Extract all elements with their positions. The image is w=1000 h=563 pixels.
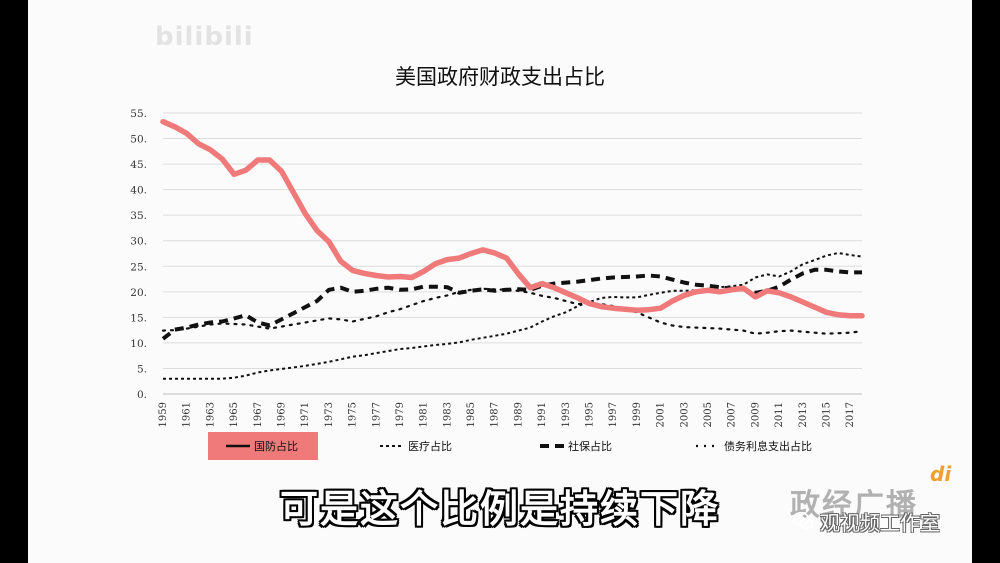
x-tick-label: 1993 xyxy=(561,402,572,427)
x-tick-label: 1971 xyxy=(300,402,311,427)
x-tick-label: 1989 xyxy=(513,402,524,427)
x-tick-label: 1997 xyxy=(608,402,619,427)
x-tick-label: 1979 xyxy=(395,402,406,427)
y-tick-label: 45. xyxy=(130,159,147,171)
x-tick-label: 1975 xyxy=(348,402,359,427)
channel-credit: 观视频工作室 xyxy=(792,506,940,536)
series-line-3 xyxy=(161,287,864,335)
x-tick-label: 1959 xyxy=(158,402,169,427)
x-tick-label: 1973 xyxy=(324,402,335,427)
x-tick-label: 1999 xyxy=(632,402,643,427)
y-tick-label: 15. xyxy=(130,312,147,324)
x-tick-label: 2013 xyxy=(798,402,809,427)
bilibili-watermark: bilibili xyxy=(155,22,254,52)
y-tick-label: 10. xyxy=(130,338,147,350)
x-tick-label: 2015 xyxy=(821,402,832,427)
y-tick-label: 25. xyxy=(130,261,147,273)
chart-title: 美国政府财政支出占比 xyxy=(395,65,605,89)
slide-panel xyxy=(28,0,972,563)
x-tick-label: 1987 xyxy=(490,402,501,427)
x-tick-label: 2009 xyxy=(750,402,761,427)
x-tick-label: 1961 xyxy=(182,402,193,427)
series-lines xyxy=(160,118,865,380)
x-tick-label: 2007 xyxy=(727,402,738,427)
y-axis-ticks: 0. 5. 10. 15. 20. 25. 30. 35. 40. 45. 50. 55. xyxy=(130,108,147,401)
series-line-0 xyxy=(160,118,865,319)
x-tick-label: 1981 xyxy=(419,402,430,427)
legend-label: 医疗占比 xyxy=(408,439,452,453)
x-tick-label: 1963 xyxy=(205,402,216,427)
video-subtitle: 可是这个比例是持续下降 xyxy=(279,487,720,531)
x-tick-label: 1985 xyxy=(466,402,477,427)
channel-logo: 政经广播 xyxy=(790,488,918,523)
x-tick-label: 1995 xyxy=(585,402,596,427)
legend-label: 社保占比 xyxy=(568,439,612,453)
x-tick-label: 1967 xyxy=(253,402,264,427)
x-tick-label: 1977 xyxy=(371,402,382,427)
y-tick-label: 50. xyxy=(130,134,147,146)
x-tick-label: 1965 xyxy=(229,402,240,427)
x-tick-label: 2017 xyxy=(845,402,856,427)
legend: 国防占比 医疗占比 社保占比 债务利息支出占比 xyxy=(208,432,812,460)
y-tick-label: 20. xyxy=(130,287,147,299)
y-tick-label: 0. xyxy=(137,389,147,401)
y-tick-label: 30. xyxy=(130,236,147,248)
x-tick-label: 1983 xyxy=(442,402,453,427)
series-line-1 xyxy=(163,252,863,380)
y-tick-label: 35. xyxy=(130,210,147,222)
channel-label: 观视频工作室 xyxy=(820,510,940,535)
x-axis-ticks: 1959 1961 1963 1965 1967 1969 1971 1973 1975 1977… xyxy=(158,402,856,427)
y-tick-label: 55. xyxy=(130,108,147,120)
legend-label: 国防占比 xyxy=(254,439,298,453)
x-tick-label: 2005 xyxy=(703,402,714,427)
x-tick-label: 2003 xyxy=(679,402,690,427)
wechat-icon xyxy=(792,511,814,530)
x-tick-label: 2011 xyxy=(774,402,785,427)
legend-label: 债务利息支出占比 xyxy=(724,439,812,453)
logo-mark: di xyxy=(930,462,952,486)
y-tick-label: 5. xyxy=(137,363,147,375)
x-tick-label: 1969 xyxy=(276,402,287,427)
x-tick-label: 1991 xyxy=(537,402,548,427)
grid-lines xyxy=(163,112,862,395)
y-tick-label: 40. xyxy=(130,185,147,197)
x-tick-label: 2001 xyxy=(656,402,667,427)
